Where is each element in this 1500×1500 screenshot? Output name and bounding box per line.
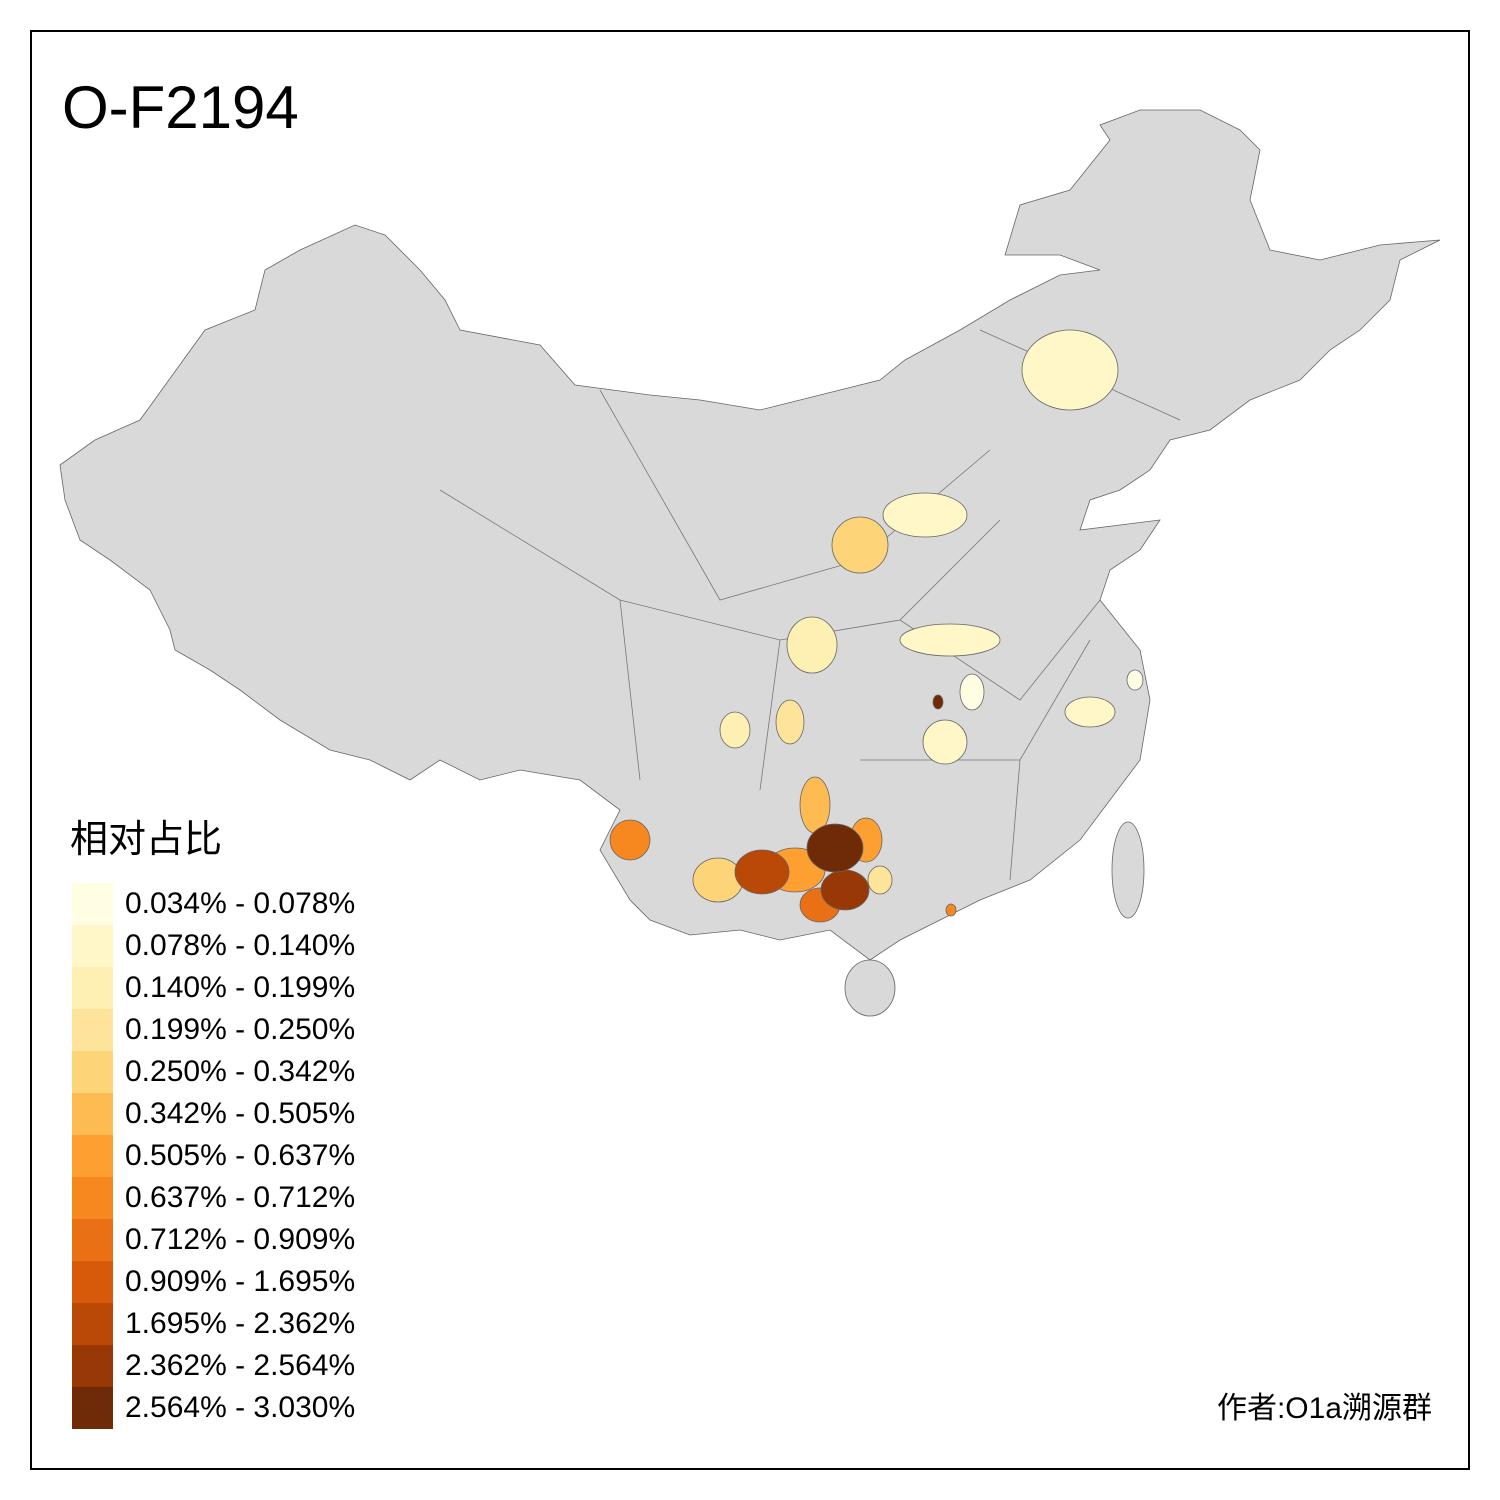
legend: 0.034% - 0.078% 0.078% - 0.140% 0.140% - 0… [72,883,355,1429]
region [820,869,870,911]
island [844,959,896,1017]
legend-swatch [72,1135,113,1177]
legend-swatch [72,1009,113,1051]
author-credit: 作者:O1a溯源群 [1217,1392,1432,1425]
legend-swatch [72,1219,113,1261]
region [831,516,889,574]
legend-label: 0.505% - 0.637% [125,1139,355,1172]
region [899,623,1001,657]
region [609,819,651,861]
province-borders [439,329,1181,881]
legend-label: 0.199% - 0.250% [125,1013,355,1046]
legend-label: 2.362% - 2.564% [125,1349,355,1382]
legend-label: 0.637% - 0.712% [125,1181,355,1214]
region [692,857,744,903]
region [959,673,985,711]
legend-swatch [72,1387,113,1429]
island [1111,821,1145,919]
region [806,823,864,873]
legend-label: 2.564% - 3.030% [125,1391,355,1424]
region [922,719,968,765]
map-title: O-F2194 [62,74,299,141]
country-outline [59,109,1441,961]
legend-swatch [72,1303,113,1345]
legend-swatch [72,967,113,1009]
legend-swatch [72,1093,113,1135]
legend-label: 0.712% - 0.909% [125,1223,355,1256]
region [945,903,957,917]
legend-title: 相对占比 [70,819,222,861]
region [932,694,944,710]
legend-label: 0.078% - 0.140% [125,929,355,962]
region [1021,329,1119,411]
region [734,849,790,895]
region [719,711,751,749]
legend-label: 0.034% - 0.078% [125,887,355,920]
legend-label: 0.250% - 0.342% [125,1055,355,1088]
region [1064,696,1116,728]
legend-label: 1.695% - 2.362% [125,1307,355,1340]
legend-swatch [72,1345,113,1387]
legend-swatch [72,1051,113,1093]
highlighted-regions [609,329,1144,923]
legend-swatch [72,925,113,967]
region [882,492,968,538]
legend-label: 0.342% - 0.505% [125,1097,355,1130]
region [786,616,838,674]
legend-label: 0.909% - 1.695% [125,1265,355,1298]
legend-swatch [72,1261,113,1303]
legend-label: 0.140% - 0.199% [125,971,355,1004]
legend-swatch [72,883,113,925]
base-map [59,109,1441,1017]
region [867,865,893,895]
region [775,699,805,745]
region [799,776,831,834]
region [1126,669,1144,691]
legend-swatch [72,1177,113,1219]
